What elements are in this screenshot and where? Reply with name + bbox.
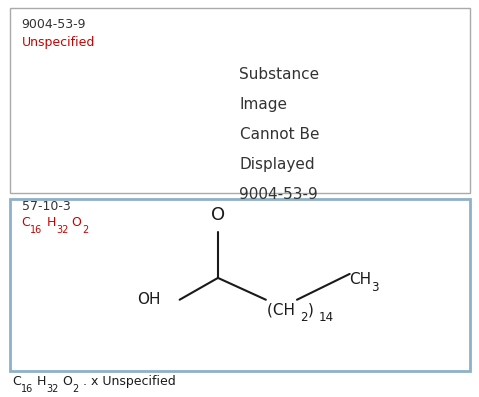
Text: 32: 32: [46, 384, 59, 394]
Text: (CH: (CH: [267, 303, 300, 318]
Text: Cannot Be: Cannot Be: [240, 127, 319, 142]
Text: O: O: [68, 216, 82, 229]
Text: O: O: [59, 375, 73, 388]
Text: Unspecified: Unspecified: [22, 36, 95, 49]
Text: H: H: [33, 375, 46, 388]
Text: . x Unspecified: . x Unspecified: [79, 375, 176, 388]
Text: 57-10-3: 57-10-3: [22, 200, 70, 214]
Text: 9004-53-9: 9004-53-9: [240, 187, 318, 202]
Text: 16: 16: [30, 225, 43, 235]
Text: C: C: [12, 375, 21, 388]
Text: 32: 32: [56, 225, 68, 235]
Text: 3: 3: [371, 281, 378, 294]
Text: Image: Image: [240, 97, 287, 112]
Text: 2: 2: [300, 311, 308, 324]
Text: 16: 16: [21, 384, 33, 394]
Text: 2: 2: [82, 225, 89, 235]
FancyBboxPatch shape: [10, 198, 470, 371]
FancyBboxPatch shape: [10, 8, 470, 193]
Text: OH: OH: [137, 292, 160, 307]
Text: Substance: Substance: [240, 67, 319, 83]
Text: H: H: [43, 216, 56, 229]
Text: 2: 2: [73, 384, 79, 394]
Text: CH: CH: [349, 272, 371, 287]
Text: Displayed: Displayed: [240, 157, 315, 172]
Text: O: O: [211, 206, 225, 224]
Text: 14: 14: [319, 311, 334, 324]
Text: ): ): [308, 303, 319, 318]
Text: 9004-53-9: 9004-53-9: [22, 18, 86, 31]
Text: C: C: [22, 216, 30, 229]
